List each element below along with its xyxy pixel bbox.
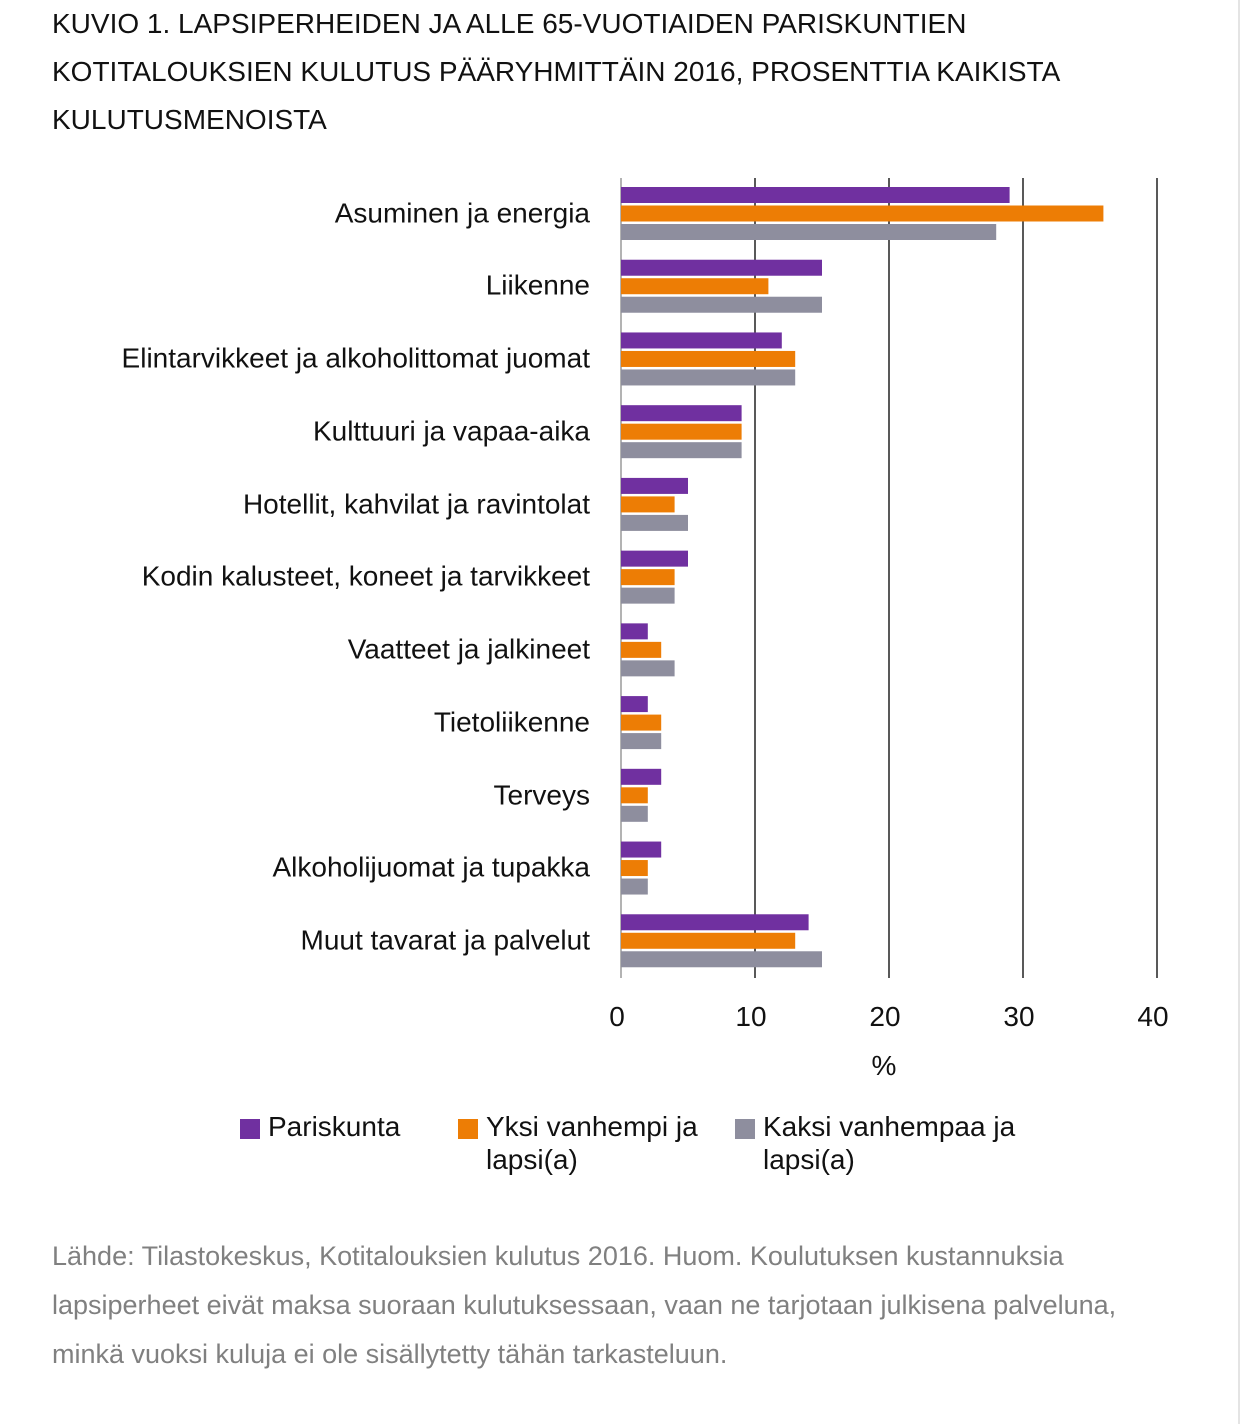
category-label: Vaatteet ja jalkineet [347, 633, 590, 665]
category-label: Liikenne [485, 269, 590, 301]
legend-label: Yksi vanhempi ja lapsi(a) [486, 1111, 698, 1175]
category-label: Muut tavarat ja palvelut [300, 924, 591, 956]
source-note: Lähde: Tilastokeskus, Kotitalouksien kul… [52, 1241, 1117, 1369]
bar [621, 550, 688, 567]
bar [621, 569, 675, 586]
bar [621, 787, 648, 804]
bar [621, 641, 662, 658]
x-tick-label: 40 [1137, 1001, 1168, 1032]
bar [621, 259, 822, 276]
category-label: Tietoliikenne [433, 706, 590, 738]
x-tick-label: 0 [609, 1001, 625, 1032]
bar [621, 587, 675, 604]
bar [621, 350, 796, 367]
bar [621, 733, 662, 750]
bar [621, 278, 769, 295]
bar [621, 805, 648, 822]
bar [621, 696, 648, 713]
legend-swatch [240, 1119, 260, 1139]
legend-item: Yksi vanhempi ja lapsi(a) [458, 1110, 736, 1176]
x-tick-label: 10 [735, 1001, 766, 1032]
category-label: Kodin kalusteet, koneet ja tarvikkeet [141, 560, 590, 592]
legend-swatch [735, 1119, 755, 1139]
x-axis-label: % [872, 1050, 897, 1081]
bar [621, 296, 822, 313]
bar [621, 405, 742, 422]
bar [621, 224, 997, 240]
bar [621, 660, 675, 677]
bar [621, 187, 1010, 203]
bar [621, 860, 648, 877]
x-tick-label: 20 [869, 1001, 900, 1032]
bar [621, 951, 822, 968]
bar [621, 914, 809, 931]
bar [621, 878, 648, 895]
bar [621, 332, 782, 349]
bar [621, 623, 648, 640]
bar [621, 714, 662, 731]
bar [621, 369, 796, 386]
chart-title: KUVIO 1. LAPSIPERHEIDEN JA ALLE 65-VUOTI… [52, 8, 1059, 135]
category-label: Elintarvikkeet ja alkoholittomat juomat [121, 342, 590, 374]
legend-label: Kaksi vanhempaa ja lapsi(a) [763, 1111, 1016, 1175]
bar [621, 932, 796, 949]
category-label: Asuminen ja energia [334, 197, 590, 229]
category-label: Terveys [493, 779, 590, 811]
x-tick-label: 30 [1003, 1001, 1034, 1032]
legend-item: Kaksi vanhempaa ja lapsi(a) [735, 1110, 1063, 1176]
legend-swatch [458, 1119, 478, 1139]
bar [621, 442, 742, 459]
bar [621, 514, 688, 531]
legend-label: Pariskunta [268, 1111, 401, 1142]
bar [621, 841, 662, 858]
category-label: Kulttuuri ja vapaa-aika [312, 415, 590, 447]
legend-item: Pariskunta [240, 1110, 468, 1143]
category-label: Hotellit, kahvilat ja ravintolat [242, 488, 590, 520]
bar [621, 205, 1104, 222]
bar [621, 768, 662, 785]
category-label: Alkoholijuomat ja tupakka [272, 851, 590, 883]
bar [621, 477, 688, 494]
bar [621, 423, 742, 440]
bar [621, 496, 675, 513]
chart: % 0 10 20 30 40 [609, 178, 1169, 1081]
